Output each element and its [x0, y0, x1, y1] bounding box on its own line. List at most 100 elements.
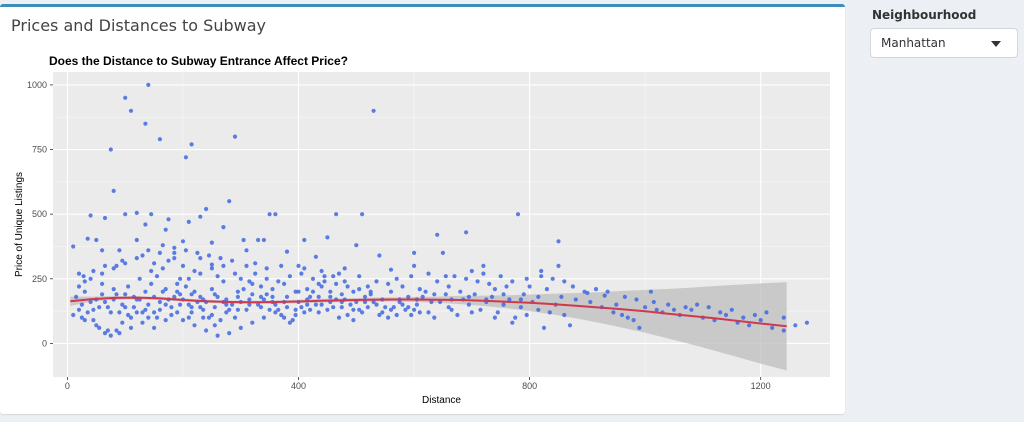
data-point — [308, 294, 313, 299]
x-axis-title: Distance — [422, 395, 461, 406]
data-point — [804, 320, 810, 325]
data-point — [105, 328, 110, 333]
data-point — [123, 261, 128, 266]
x-tick-label: 1200 — [751, 381, 771, 391]
data-point — [126, 284, 131, 289]
data-point — [152, 325, 157, 330]
data-point — [175, 289, 180, 294]
data-point — [189, 310, 194, 315]
data-point — [550, 276, 555, 281]
data-point — [666, 302, 671, 307]
data-point — [143, 222, 148, 227]
data-point — [536, 294, 541, 299]
data-point — [183, 155, 188, 160]
data-point — [331, 274, 336, 279]
x-tick-label: 0 — [65, 381, 70, 391]
data-point — [605, 289, 610, 294]
data-point — [215, 294, 220, 299]
data-point — [172, 250, 177, 255]
data-point — [102, 331, 108, 336]
data-point — [683, 305, 688, 310]
data-point — [651, 299, 656, 305]
data-point — [432, 315, 437, 320]
data-point — [403, 307, 408, 312]
data-point — [123, 95, 128, 100]
data-point — [189, 292, 194, 297]
smooth-trend-line — [70, 296, 787, 328]
data-point — [388, 289, 394, 294]
data-point — [224, 297, 229, 302]
data-point — [336, 315, 342, 320]
data-point — [154, 315, 160, 320]
data-point — [741, 315, 746, 320]
data-point — [562, 312, 567, 318]
data-point — [559, 294, 564, 299]
data-point — [160, 289, 165, 294]
data-point — [102, 263, 108, 268]
data-point — [793, 323, 798, 328]
data-point — [478, 307, 483, 312]
data-point — [235, 294, 240, 299]
data-point — [383, 305, 388, 310]
data-point — [747, 323, 752, 328]
data-point — [94, 237, 99, 243]
data-point — [152, 261, 157, 266]
data-point — [316, 281, 321, 286]
data-point — [85, 236, 90, 241]
data-point — [146, 302, 151, 307]
data-point — [602, 293, 607, 298]
data-point — [492, 315, 497, 320]
chart-title: Does the Distance to Subway Entrance Aff… — [49, 54, 348, 68]
data-point — [201, 307, 206, 312]
data-point — [689, 307, 694, 312]
data-point — [302, 237, 307, 243]
data-point — [180, 318, 186, 323]
data-point — [469, 268, 474, 274]
data-point — [287, 320, 292, 325]
data-point — [253, 271, 258, 276]
data-point — [212, 323, 217, 328]
data-point — [466, 294, 471, 299]
data-point — [97, 305, 102, 310]
y-tick-label: 250 — [32, 274, 47, 284]
data-point — [169, 305, 174, 310]
data-point — [391, 305, 396, 310]
data-point — [518, 297, 524, 302]
data-point — [501, 302, 506, 307]
data-point — [186, 276, 191, 281]
data-point — [209, 266, 214, 271]
data-point — [79, 315, 84, 320]
data-point — [360, 310, 365, 315]
data-point — [386, 281, 391, 286]
data-point — [409, 312, 414, 318]
neighbourhood-select[interactable]: Manhattan — [870, 28, 1018, 58]
data-point — [235, 289, 240, 294]
data-point — [284, 249, 290, 254]
data-point — [88, 213, 93, 218]
data-point — [305, 302, 310, 307]
data-point — [221, 225, 226, 230]
data-point — [128, 325, 134, 330]
data-point — [440, 250, 445, 255]
data-point — [120, 258, 125, 263]
data-point — [126, 312, 131, 318]
data-point — [417, 287, 422, 292]
data-point — [232, 315, 238, 320]
data-point — [781, 328, 786, 333]
data-point — [97, 325, 102, 330]
data-point — [614, 302, 619, 307]
confidence-band-area — [70, 282, 787, 371]
data-point — [146, 248, 151, 253]
data-point — [186, 302, 191, 307]
data-point — [310, 276, 316, 281]
data-point — [302, 310, 307, 315]
data-point — [88, 276, 93, 281]
data-point — [215, 274, 220, 279]
data-point — [247, 297, 252, 302]
data-point — [276, 307, 281, 312]
data-point — [718, 310, 723, 315]
data-point — [527, 284, 532, 289]
data-point — [163, 318, 168, 323]
data-point — [256, 237, 261, 243]
data-point — [377, 253, 382, 258]
